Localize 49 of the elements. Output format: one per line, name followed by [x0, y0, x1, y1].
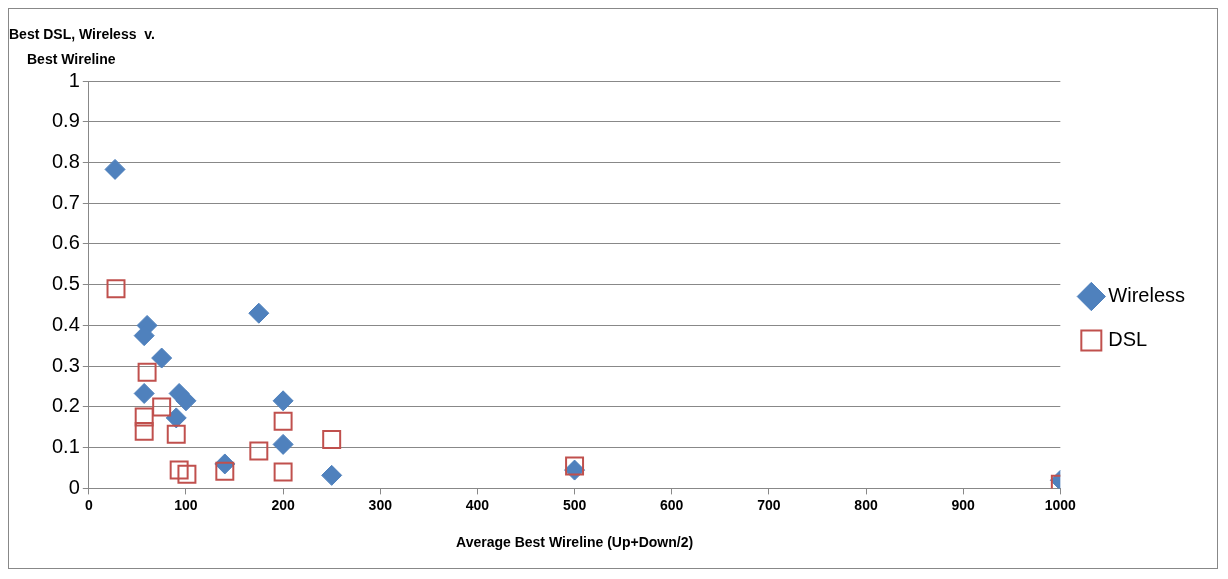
point	[166, 424, 186, 444]
point	[165, 407, 187, 429]
y-tick-label: 0.3	[51, 353, 80, 376]
x-tick-label: 1000	[1044, 496, 1077, 513]
y-tick-label: 0.9	[51, 109, 80, 132]
point	[272, 390, 294, 412]
legend-label: Wireless	[1108, 284, 1185, 307]
point	[104, 158, 126, 180]
y-tick-label: 0.1	[51, 435, 80, 458]
y-tick-label: 0	[68, 475, 80, 498]
point	[273, 462, 293, 482]
point	[169, 460, 189, 480]
x-tick-label: 100	[174, 496, 198, 513]
point	[565, 456, 585, 476]
y-tick-label: 0.4	[51, 312, 80, 335]
x-tick-label: 700	[757, 496, 781, 513]
point	[322, 430, 342, 449]
y-tick-label: 0.6	[51, 231, 80, 254]
point	[151, 347, 173, 369]
point	[175, 390, 197, 412]
x-tick-label: 600	[660, 496, 684, 513]
point	[134, 421, 154, 441]
x-axis-title: Average Best Wireline (Up+Down/2)	[456, 534, 694, 551]
point	[177, 464, 197, 484]
point	[272, 433, 294, 455]
point	[133, 382, 155, 404]
point	[137, 362, 157, 382]
point	[106, 279, 126, 299]
x-tick-label: 0	[84, 496, 93, 513]
y-tick-label: 0.8	[51, 150, 80, 172]
x-tick-label: 200	[271, 496, 295, 513]
point	[134, 407, 154, 427]
y-tick-label: 0.2	[51, 394, 80, 417]
point	[152, 397, 172, 417]
x-tick-label: 900	[951, 496, 976, 513]
y-tick-label: 0.7	[51, 190, 80, 213]
point	[249, 441, 269, 461]
y-tick-label: 1	[68, 68, 80, 91]
x-tick-label: 300	[368, 496, 393, 513]
y-tick-label: 0.5	[51, 272, 80, 295]
x-tick-label: 400	[465, 496, 490, 513]
point	[248, 302, 270, 324]
point	[273, 411, 293, 431]
point	[321, 464, 343, 486]
x-tick-label: 500	[562, 496, 587, 513]
y-axis-title: Best DSL, Wireless v. Best Wireline	[9, 26, 155, 67]
x-tick-label: 800	[854, 496, 878, 513]
point	[215, 461, 235, 481]
legend-label: DSL	[1108, 328, 1148, 351]
